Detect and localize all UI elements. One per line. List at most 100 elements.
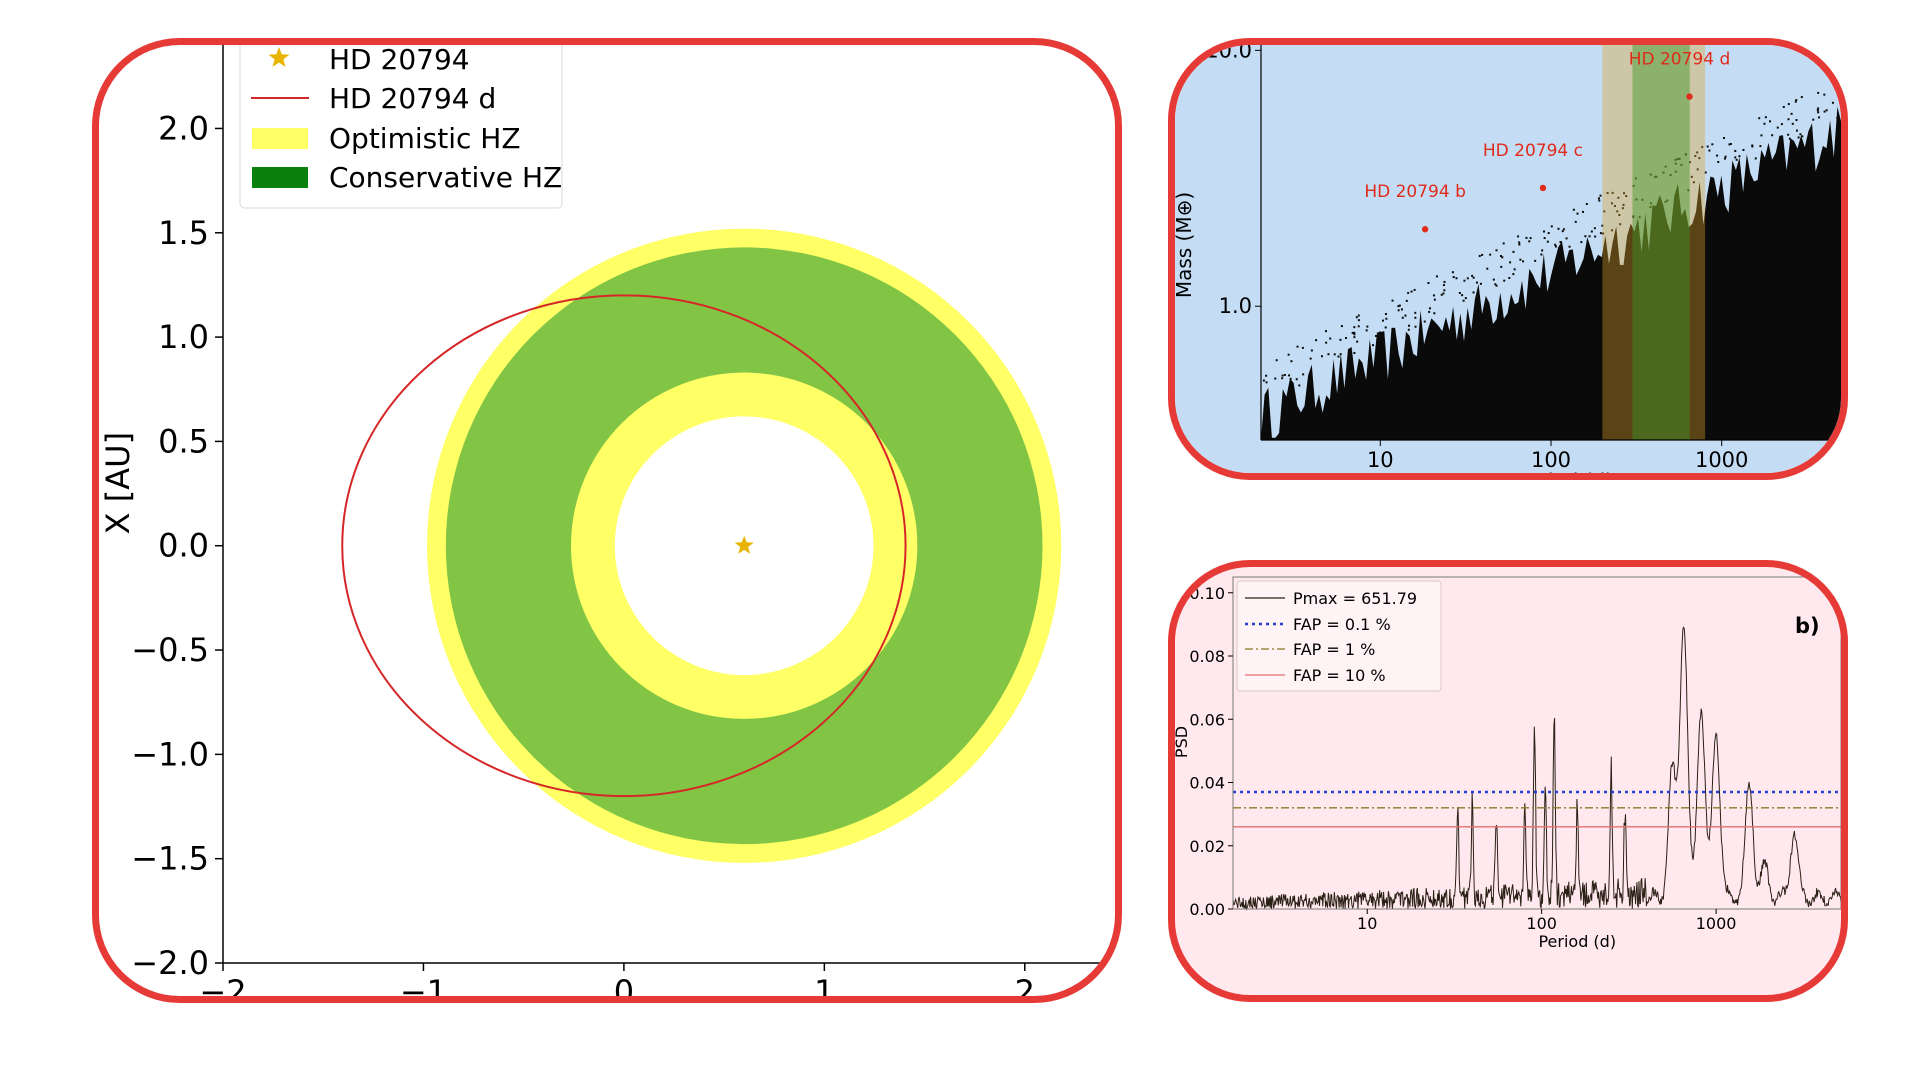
detection-limit-speckle: [1593, 227, 1596, 230]
detection-limit-speckle: [1594, 235, 1597, 238]
detection-limit-speckle: [1795, 129, 1798, 132]
detection-limit-speckle: [1674, 162, 1677, 165]
psd-x-tick-label: 10: [1357, 914, 1377, 933]
detection-limit-speckle: [1584, 235, 1587, 238]
periodogram-chart: Period (d) 10 100 1000 0.00 0.02 0.04 0.06 0.08 0…: [1175, 567, 1841, 951]
detection-limit-speckle: [1472, 276, 1475, 279]
psd-plot-area: [1232, 626, 1841, 911]
detection-limit-speckle: [1597, 197, 1600, 200]
detection-limit-speckle: [1398, 304, 1401, 307]
detection-limit-speckle: [1397, 309, 1400, 312]
detection-limit-speckle: [1512, 250, 1515, 253]
detection-limit-speckle: [1794, 100, 1797, 103]
psd-y-tick-label: 0.00: [1189, 900, 1225, 919]
detection-limit-speckle: [1502, 242, 1505, 245]
detection-limit-speckle: [1423, 320, 1426, 323]
detection-limit-speckle: [1407, 328, 1410, 331]
detection-limit-speckle: [1366, 325, 1369, 328]
orbit-chart: 2.01.51.00.50.0−0.5−1.0−1.5−2.0−2−1012Y …: [99, 45, 1115, 996]
detection-limit-speckle: [1625, 195, 1628, 198]
detection-limit-speckle: [1836, 116, 1839, 119]
detection-limit-speckle: [1818, 116, 1821, 119]
detection-limit-speckle: [1265, 381, 1268, 384]
detection-limit-speckle: [1463, 279, 1466, 282]
detection-limit-speckle: [1565, 237, 1568, 240]
detection-limit-speckle: [1295, 378, 1298, 381]
detection-limit-speckle: [1717, 160, 1720, 163]
psd-legend-entry-label: FAP = 10 %: [1293, 666, 1386, 685]
detection-limit-speckle: [1495, 249, 1498, 252]
mass-optimistic-hz-band: [1602, 45, 1706, 440]
detection-limit-speckle: [1817, 111, 1820, 114]
detection-limit-speckle: [1374, 335, 1377, 338]
mass-period-chart: HD 20794 b HD 20794 c HD 20794 d 10 100 1000…: [1175, 45, 1841, 473]
detection-limit-speckle: [1518, 243, 1521, 246]
detection-limit-speckle: [1518, 241, 1521, 244]
detection-limit-speckle: [1288, 374, 1291, 377]
psd-top-label: Period (d): [1504, 567, 1586, 570]
detection-limit-speckle: [1622, 203, 1625, 206]
detection-limit-speckle: [1540, 253, 1543, 256]
orbit-legend-box: [239, 45, 563, 209]
planet-label: HD 20794 c: [1483, 141, 1583, 161]
detection-limit-speckle: [1501, 256, 1504, 259]
detection-limit-speckle: [1414, 311, 1417, 314]
detection-limit-speckle: [1763, 122, 1766, 125]
detection-limit-speckle: [1623, 192, 1626, 195]
detection-limit-speckle: [1676, 158, 1679, 161]
orbit-y-tick-label: 1.5: [158, 214, 209, 252]
detection-limit-speckle: [1787, 133, 1790, 136]
detection-limit-speckle: [1427, 281, 1430, 284]
detection-limit-speckle: [1405, 299, 1408, 302]
detection-limit-speckle: [1788, 137, 1791, 140]
mass-x-tick-label: 100: [1531, 448, 1571, 472]
detection-limit-speckle: [1414, 316, 1417, 319]
planet-point: [1686, 93, 1693, 100]
orbit-x-tick-label: −2: [199, 973, 246, 996]
detection-limit-speckle: [1365, 329, 1368, 332]
detection-limit-speckle: [1443, 280, 1446, 283]
detection-limit-speckle: [1392, 333, 1395, 336]
detection-limit-speckle: [1758, 117, 1761, 120]
detection-limit-speckle: [1471, 274, 1474, 277]
detection-limit-speckle: [1611, 191, 1614, 194]
detection-limit-speckle: [1582, 210, 1585, 213]
detection-limit-speckle: [1708, 149, 1711, 152]
detection-limit-speckle: [1680, 163, 1683, 166]
detection-limit-speckle: [1492, 278, 1495, 281]
detection-limit-speckle: [1618, 213, 1621, 216]
orbit-y-tick-label: −2.0: [131, 944, 209, 982]
detection-limit-speckle: [1790, 112, 1793, 115]
detection-limit-speckle: [1274, 377, 1277, 380]
detection-limit-speckle: [1669, 174, 1672, 177]
detection-limit-speckle: [1706, 145, 1709, 148]
detection-limit-speckle: [1550, 225, 1553, 228]
psd-y-tick-label: 0.02: [1189, 837, 1225, 856]
detection-limit-speckle: [1738, 155, 1741, 158]
detection-limit-speckle: [1353, 326, 1356, 329]
detection-limit-speckle: [1494, 283, 1497, 286]
orbit-y-tick-label: 1.0: [158, 318, 209, 356]
detection-limit-speckle: [1735, 158, 1738, 161]
detection-limit-speckle: [1823, 110, 1826, 113]
detection-limit-speckle: [1801, 135, 1804, 138]
detection-limit-speckle: [1384, 313, 1387, 316]
detection-limit-speckle: [1666, 199, 1669, 202]
detection-limit-speckle: [1265, 374, 1268, 377]
legend-entry-label: HD 20794 d: [329, 82, 496, 115]
detection-limit-speckle: [1333, 353, 1336, 356]
detection-limit-speckle: [1696, 168, 1699, 171]
psd-x-tick-label: 1000: [1696, 914, 1737, 933]
detection-limit-speckle: [1529, 237, 1532, 240]
detection-limit-speckle: [1724, 155, 1727, 158]
detection-limit-speckle: [1664, 165, 1667, 168]
detection-limit-speckle: [1382, 338, 1385, 341]
detection-limit-speckle: [1525, 236, 1528, 239]
orbit-x-tick-label: −1: [400, 973, 447, 996]
orbit-x-tick-label: 1: [814, 973, 834, 996]
detection-limit-speckle: [1771, 134, 1774, 137]
detection-limit-speckle: [1728, 143, 1731, 146]
detection-limit-speckle: [1541, 249, 1544, 252]
mass-y-axis-label: Mass (M⊕): [1175, 192, 1196, 298]
detection-limit-speckle: [1384, 326, 1387, 329]
